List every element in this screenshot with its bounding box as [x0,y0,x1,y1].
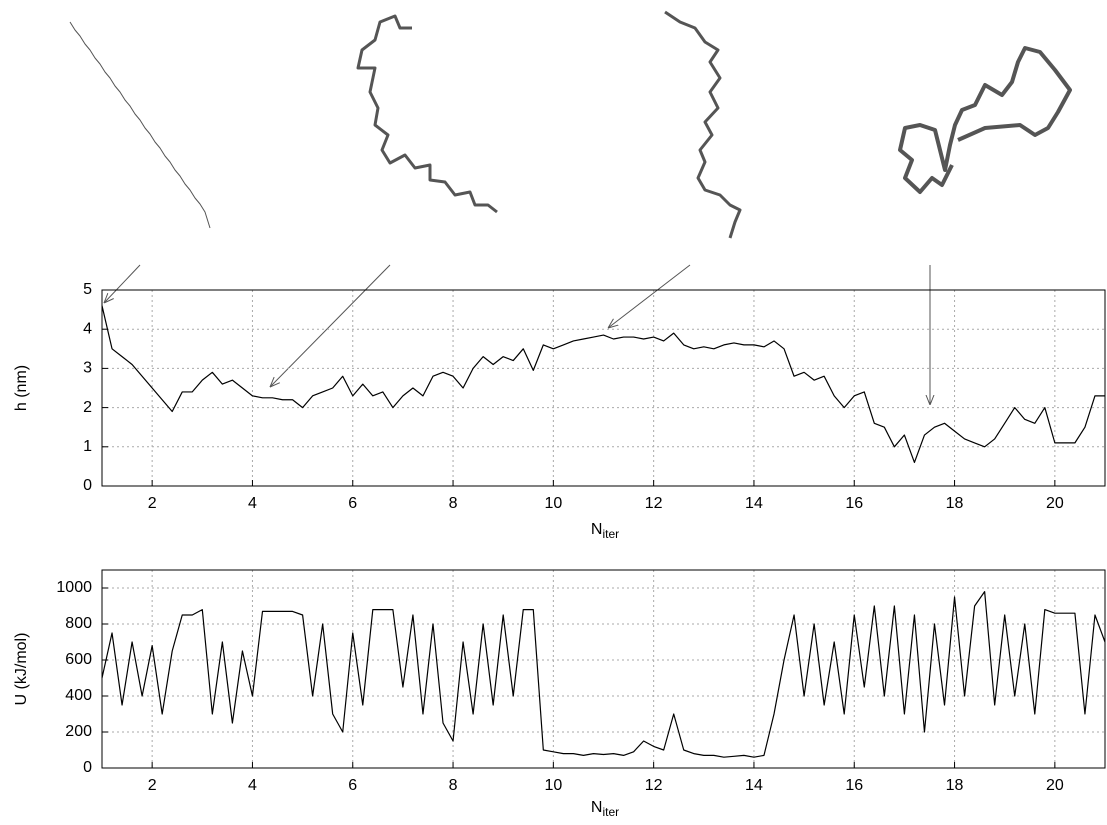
x-tick-label: 12 [645,777,663,794]
data-line [101,305,1105,464]
y-axis-label: h (nm) [13,365,30,411]
x-tick-label: 20 [1046,495,1064,512]
x-tick-label: 14 [745,495,763,512]
x-tick-label: 2 [148,777,157,794]
x-axis-label-sub: iter [602,527,619,541]
y-tick-label: 200 [65,723,92,740]
y-tick-label: 400 [65,687,92,704]
x-tick-label: 18 [946,495,964,512]
y-tick-label: 0 [83,477,92,494]
x-tick-label: 2 [148,495,157,512]
plot-frame [101,289,1106,487]
x-tick-label: 8 [449,495,458,512]
y-tick-label: 1 [83,438,92,455]
x-axis-label-main: N [591,799,603,816]
x-axis-label: Niter [591,521,619,541]
x-tick-label: 18 [946,777,964,794]
molecule-structures [69,10,1072,239]
y-tick-label: 5 [83,281,92,298]
y-tick-label: 800 [65,615,92,632]
y-axis-label: U (kJ/mol) [13,633,30,706]
x-tick-label: 10 [544,495,562,512]
x-tick-label: 16 [845,777,863,794]
x-tick-label: 10 [544,777,562,794]
arrows [104,264,930,405]
x-tick-label: 12 [645,495,663,512]
x-tick-label: 6 [348,777,357,794]
plot-frame [101,569,1106,769]
y-tick-label: 600 [65,651,92,668]
x-tick-label: 8 [449,777,458,794]
data-line [101,591,1106,758]
x-tick-label: 20 [1046,777,1064,794]
x-axis-label-main: N [591,521,603,538]
y-tick-label: 2 [83,399,92,416]
y-tick-label: 1000 [56,579,92,596]
x-tick-label: 14 [745,777,763,794]
x-tick-label: 4 [248,495,257,512]
y-tick-label: 0 [83,759,92,776]
y-tick-label: 3 [83,360,92,377]
x-tick-label: 16 [845,495,863,512]
y-tick-label: 4 [83,320,92,337]
x-axis-label-sub: iter [602,805,619,819]
x-axis-label: Niter [591,799,619,819]
x-tick-label: 4 [248,777,257,794]
x-tick-label: 6 [348,495,357,512]
